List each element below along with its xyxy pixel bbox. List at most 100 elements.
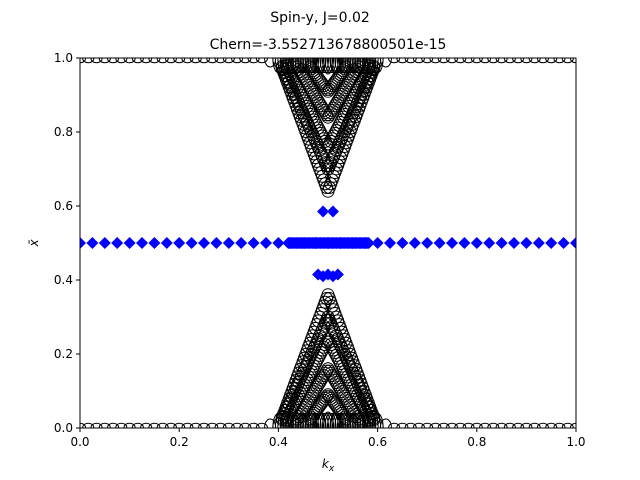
data-point-diamond (408, 237, 421, 249)
data-point-diamond (483, 237, 496, 249)
data-point-circle (528, 58, 541, 64)
data-point-circle (520, 58, 533, 64)
x-tick-label: 0.8 (467, 435, 486, 449)
data-point-circle (214, 58, 227, 64)
data-point-circle (198, 422, 210, 428)
data-point-circle (412, 422, 425, 428)
data-point-circle (90, 422, 103, 428)
data-point-circle (198, 58, 210, 64)
data-point-circle (287, 58, 300, 74)
data-point-circle (317, 412, 330, 428)
data-point-circle (336, 64, 350, 78)
data-point-circle (222, 422, 235, 428)
data-point-circle (324, 412, 337, 428)
data-point-diamond (371, 237, 384, 249)
data-point-circle (164, 422, 177, 428)
data-point-circle (189, 422, 202, 428)
data-point-diamond (362, 237, 375, 249)
data-point-diamond (532, 237, 545, 249)
chart-title: Chern=-3.552713678800501e-15 (210, 37, 447, 53)
data-point-circle (156, 422, 169, 428)
data-point-circle (239, 422, 252, 428)
data-point-circle (80, 58, 86, 64)
data-point-circle (553, 58, 566, 64)
data-point-diamond (136, 237, 148, 249)
data-point-circle (82, 58, 95, 64)
data-point-circle (349, 412, 362, 428)
data-point-circle (336, 408, 350, 422)
data-point-circle (339, 60, 353, 74)
data-point-circle (319, 412, 332, 428)
data-point-circle (495, 422, 508, 428)
data-point-circle (479, 422, 492, 428)
data-point-circle (123, 58, 136, 64)
data-point-diamond (495, 237, 508, 249)
data-point-diamond (123, 237, 136, 249)
data-point-circle (131, 58, 144, 64)
data-point-circle (231, 58, 244, 64)
data-point-circle (536, 422, 549, 428)
data-point-circle (404, 58, 417, 64)
data-point-circle (107, 422, 120, 428)
data-point-circle (462, 58, 475, 64)
data-point-circle (148, 58, 161, 64)
data-point-diamond (433, 237, 446, 249)
data-point-circle (336, 412, 349, 428)
data-point-circle (115, 58, 128, 64)
data-point-circle (379, 418, 392, 428)
data-point-diamond (508, 237, 520, 249)
data-point-circle (561, 58, 574, 64)
data-point-circle (255, 58, 268, 64)
data-point-circle (412, 58, 425, 64)
data-point-circle (454, 58, 467, 64)
data-point-circle (487, 422, 500, 428)
data-point-circle (503, 58, 516, 64)
data-point-diamond (384, 237, 396, 249)
data-point-circle (90, 58, 103, 64)
data-point-circle (140, 58, 153, 64)
data-point-circle (462, 422, 475, 428)
data-point-circle (326, 412, 339, 428)
x-tick-label: 0.2 (170, 435, 189, 449)
plot-frame (79, 57, 577, 429)
data-point-circle (512, 58, 525, 64)
data-point-circle (379, 58, 392, 68)
data-point-circle (294, 412, 307, 428)
y-tick-label: 0.8 (54, 125, 73, 139)
data-point-diamond (520, 237, 533, 249)
data-point-circle (317, 58, 330, 74)
chart-suptitle: Spin-y, J=0.02 (270, 10, 370, 26)
data-point-circle (437, 58, 450, 64)
data-point-circle (396, 58, 409, 64)
data-point-circle (470, 422, 483, 428)
x-axis-label: kx (322, 457, 335, 474)
data-point-circle (421, 422, 434, 428)
data-point-diamond (86, 237, 99, 249)
data-point-circle (231, 422, 244, 428)
data-point-diamond (185, 237, 198, 249)
data-point-diamond (545, 237, 558, 249)
data-point-circle (247, 422, 260, 428)
data-point-circle (338, 410, 352, 424)
data-point-circle (115, 422, 128, 428)
data-point-circle (214, 422, 227, 428)
data-point-circle (356, 412, 369, 428)
data-point-circle (123, 422, 136, 428)
data-point-circle (82, 422, 95, 428)
data-point-circle (404, 422, 417, 428)
data-point-circle (570, 422, 576, 428)
data-point-circle (361, 410, 375, 424)
data-point-circle (520, 422, 533, 428)
data-point-circle (287, 412, 300, 428)
data-point-circle (545, 422, 558, 428)
data-point-circle (189, 58, 202, 64)
data-point-diamond (396, 237, 409, 249)
data-point-circle (322, 412, 334, 428)
data-point-diamond (260, 237, 272, 249)
data-point-circle (339, 412, 353, 426)
data-point-circle (206, 422, 219, 428)
data-point-circle (437, 422, 450, 428)
data-point-circle (307, 412, 320, 428)
data-point-diamond (570, 237, 576, 249)
data-point-circle (429, 58, 442, 64)
